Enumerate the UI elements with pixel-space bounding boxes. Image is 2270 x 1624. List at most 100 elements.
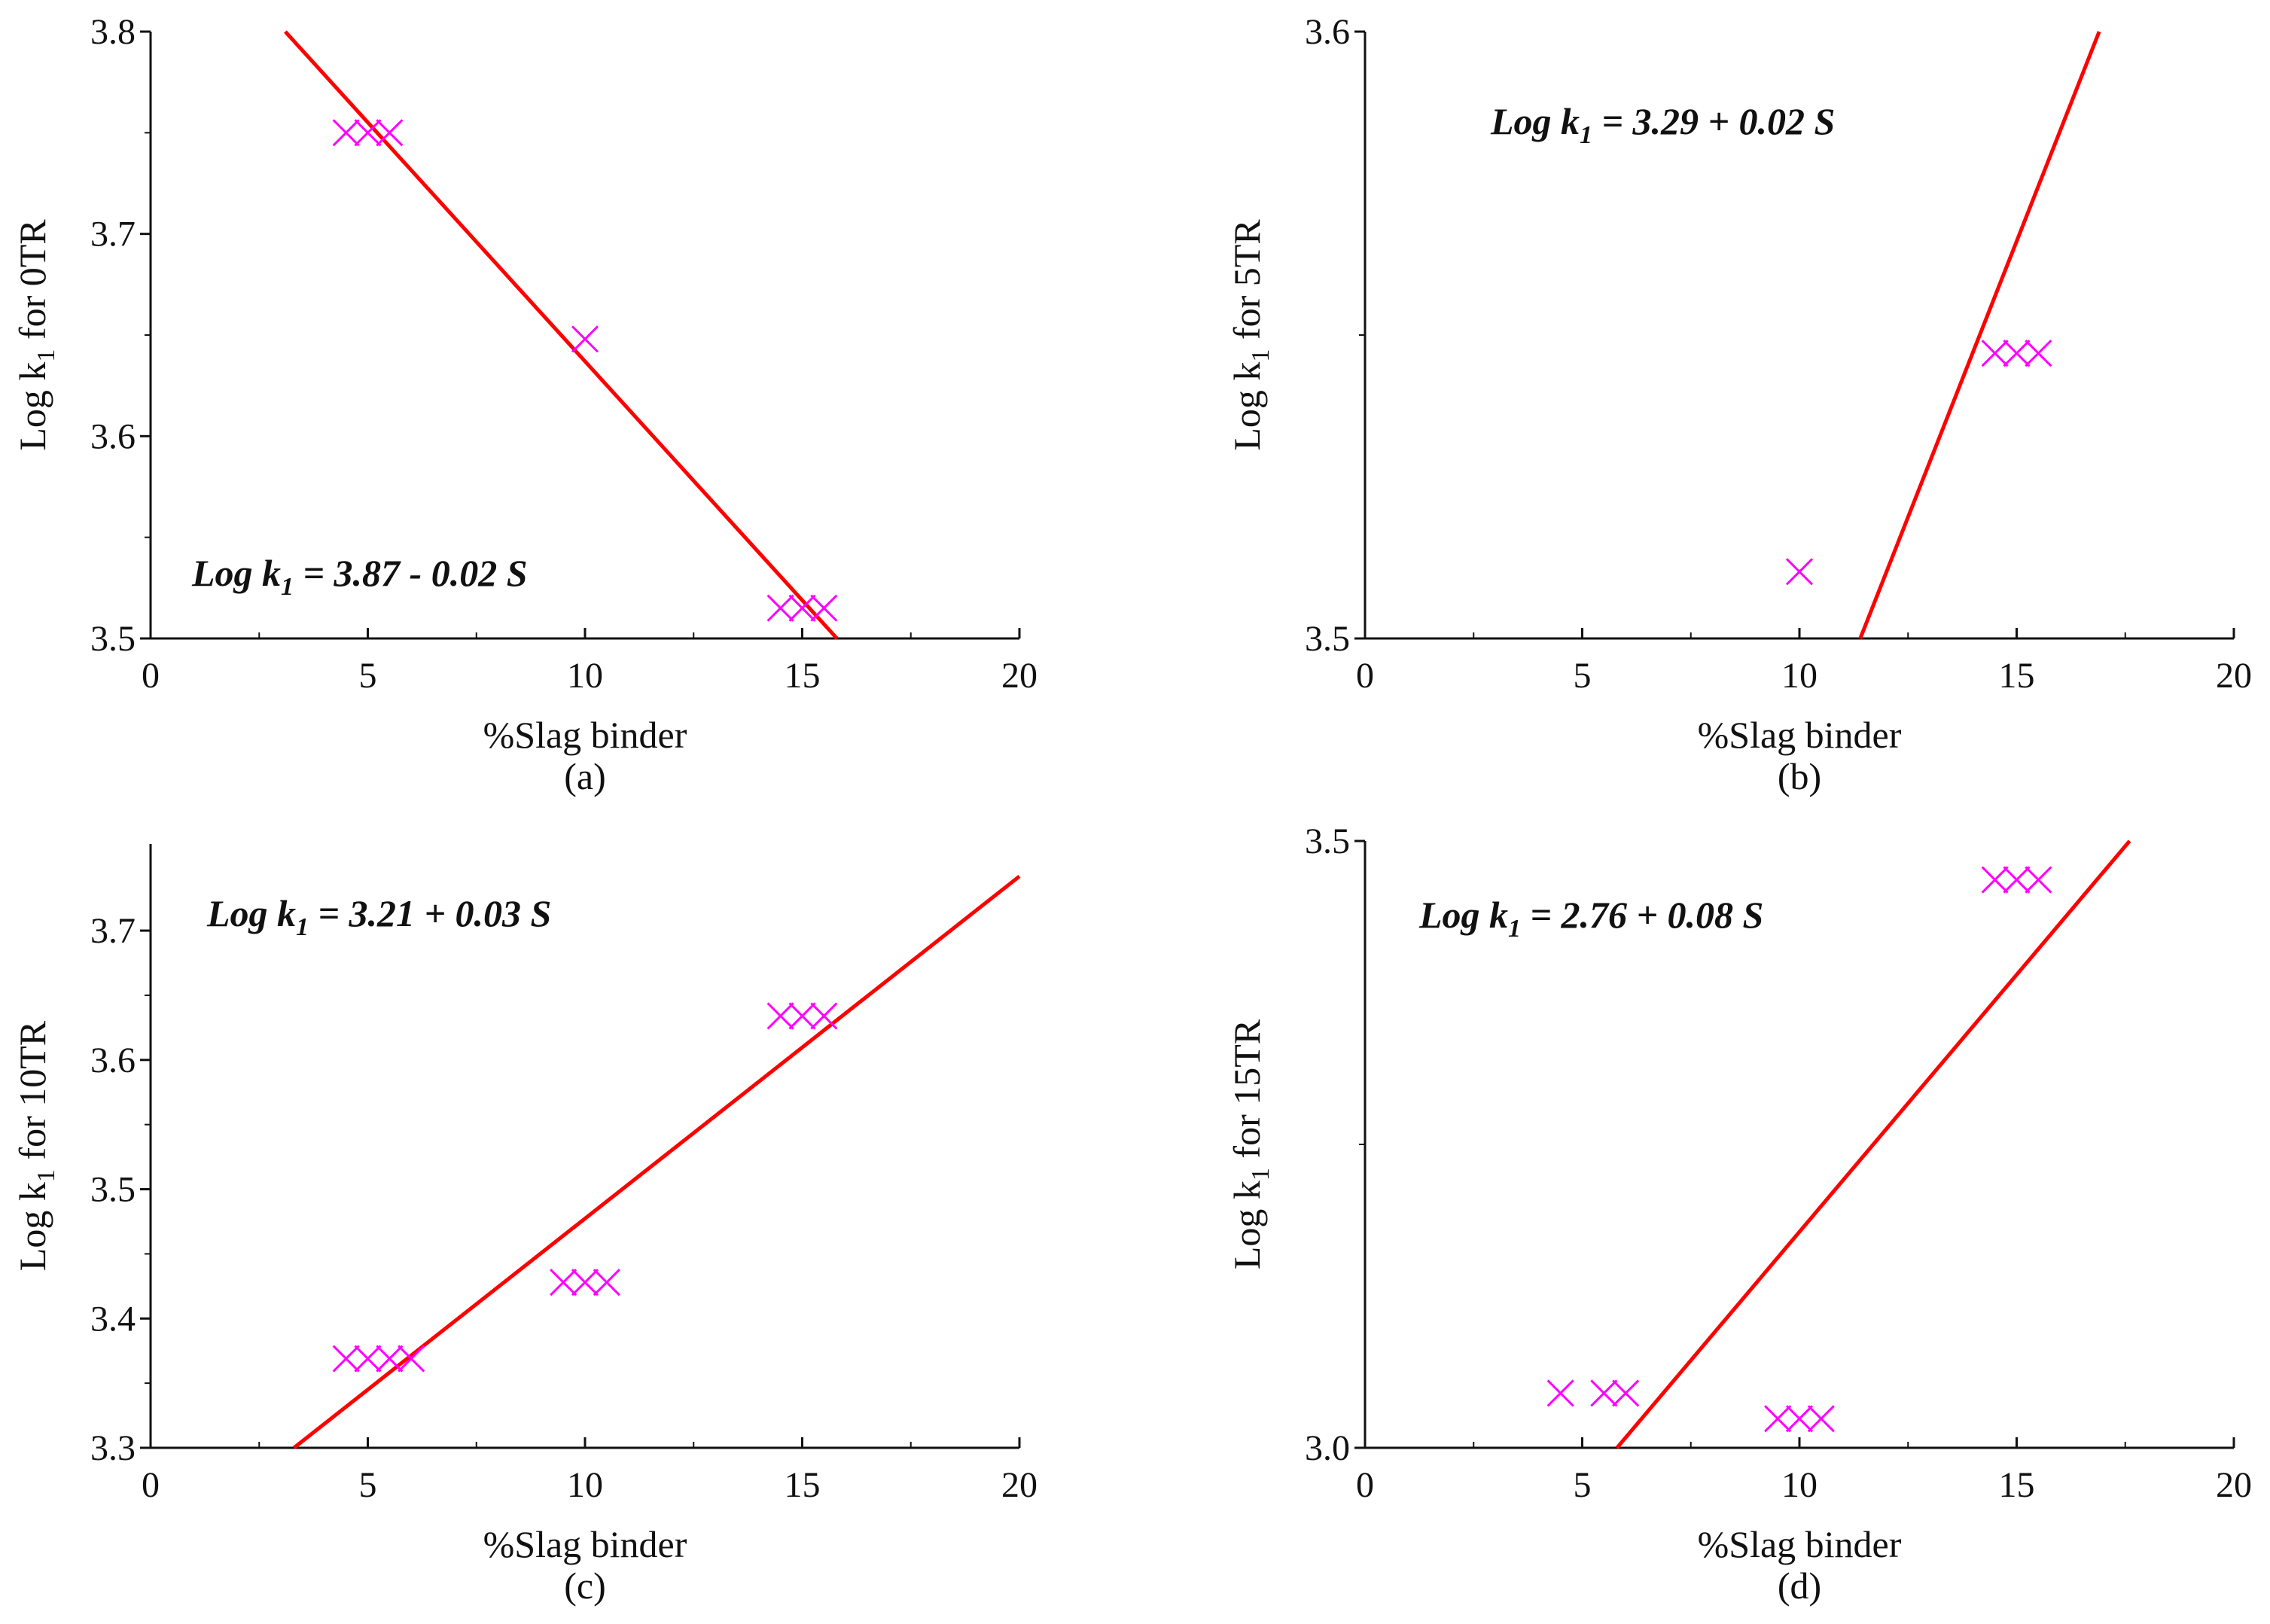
data-point [354,119,382,147]
y-label-text: for 0TR [11,219,53,349]
fit-equation: Log k1 = 2.76 + 0.08 S [1418,894,1763,943]
x-tick-label: 5 [359,1465,377,1505]
data-point [550,1269,577,1296]
data-point [332,119,360,147]
chart-panel-c: 0 5 10 15 203.33.43.53.63.7 Log k1 = 3.21 + 0… [11,844,1037,1607]
data-point [788,594,816,622]
data-point [571,325,599,353]
x-tick-label: 5 [1574,1465,1592,1505]
data-point [1546,1379,1574,1407]
data-point [2025,340,2052,367]
data-point [376,1345,404,1373]
x-tick-label: 5 [359,656,377,696]
x-axis-label: %Slag binder [1698,714,1902,756]
y-label-text: for 15TR [1226,1019,1268,1168]
x-tick-label: 15 [1999,1465,2035,1505]
x-tick-label: 10 [567,656,603,696]
equation-text: = 3.87 - 0.02 S [294,552,527,594]
y-tick-label: 3.5 [90,1170,136,1210]
x-tick-label: 15 [785,656,821,696]
y-tick-label: 3.3 [90,1428,136,1468]
x-tick-label: 5 [1574,656,1592,696]
panel-label: (c) [564,1565,606,1607]
data-point [1785,558,1814,586]
fit-line [1615,839,2131,1449]
x-tick-label: 0 [142,1465,160,1505]
x-tick-label: 20 [2216,1465,2252,1505]
x-tick-label: 20 [1001,656,1037,696]
y-label-text: Log k [11,362,53,451]
equation-subscript: 1 [281,573,294,601]
x-tick-label: 10 [1781,656,1818,696]
x-tick-label: 0 [1356,656,1374,696]
data-point [1764,1405,1792,1433]
y-label-text: Log k [11,1182,53,1271]
equation-text: = 3.29 + 0.02 S [1592,100,1835,142]
data-point [1981,866,2009,894]
y-label-subscript: 1 [1247,1168,1275,1181]
equation-text: Log k [1418,894,1508,936]
y-label-text: for 5TR [1226,219,1268,349]
x-axis-label: %Slag binder [1698,1523,1902,1565]
data-point [593,1269,620,1296]
x-tick-label: 20 [2216,656,2252,696]
equation-text: Log k [1490,100,1580,142]
x-axis-label: %Slag binder [483,714,687,756]
x-tick-label: 15 [785,1465,821,1505]
fit-line [284,30,839,640]
data-point [2025,866,2052,894]
y-label-subscript: 1 [32,349,60,362]
data-point [766,594,794,622]
y-tick-label: 3.5 [90,619,136,659]
y-tick-label: 3.4 [90,1299,136,1339]
data-point [1807,1405,1835,1433]
equation-subscript: 1 [1580,121,1592,149]
y-tick-label: 3.6 [90,1041,136,1080]
y-tick-label: 3.0 [1305,1428,1350,1468]
y-label-text: Log k [1226,362,1268,451]
y-tick-label: 3.5 [1305,821,1350,861]
equation-subscript: 1 [296,913,309,941]
equation-text: Log k [191,552,281,594]
y-label-text: for 10TR [11,1020,53,1169]
y-label-subscript: 1 [1247,349,1275,362]
equation-text: = 2.76 + 0.08 S [1521,894,1763,936]
y-tick-label: 3.6 [90,416,136,456]
equation-text: = 3.21 + 0.03 S [309,892,551,934]
y-tick-label: 3.5 [1305,619,1350,659]
panel-label: (b) [1778,755,1821,797]
data-point [571,1269,599,1296]
data-point [810,1002,838,1030]
fit-equation: Log k1 = 3.21 + 0.03 S [206,892,551,941]
data-point [332,1345,360,1373]
x-axis-label: %Slag binder [483,1523,687,1565]
x-tick-label: 0 [1356,1465,1374,1505]
data-point [1590,1379,1618,1407]
y-axis-label: Log k1 for 0TR [11,219,60,451]
x-tick-label: 20 [1001,1465,1037,1505]
equation-subscript: 1 [1508,915,1521,943]
y-label-text: Log k [1226,1181,1268,1269]
x-tick-label: 15 [1999,656,2035,696]
data-point [788,1002,816,1030]
data-point [1785,1405,1814,1433]
data-point [354,1345,382,1373]
data-point [810,594,838,622]
y-tick-label: 3.7 [90,911,136,951]
panel-label: (a) [564,755,606,797]
data-point [1612,1379,1640,1407]
fit-line [1858,31,2101,639]
data-point [376,119,404,147]
y-axis-label: Log k1 for 15TR [1226,1019,1275,1269]
y-tick-label: 3.6 [1305,12,1350,52]
fit-equation: Log k1 = 3.87 - 0.02 S [191,552,528,601]
fit-line [292,874,1021,1449]
y-tick-label: 3.8 [90,12,136,52]
x-tick-label: 10 [567,1465,603,1505]
y-axis-label: Log k1 for 10TR [11,1020,60,1271]
data-point [766,1002,794,1030]
